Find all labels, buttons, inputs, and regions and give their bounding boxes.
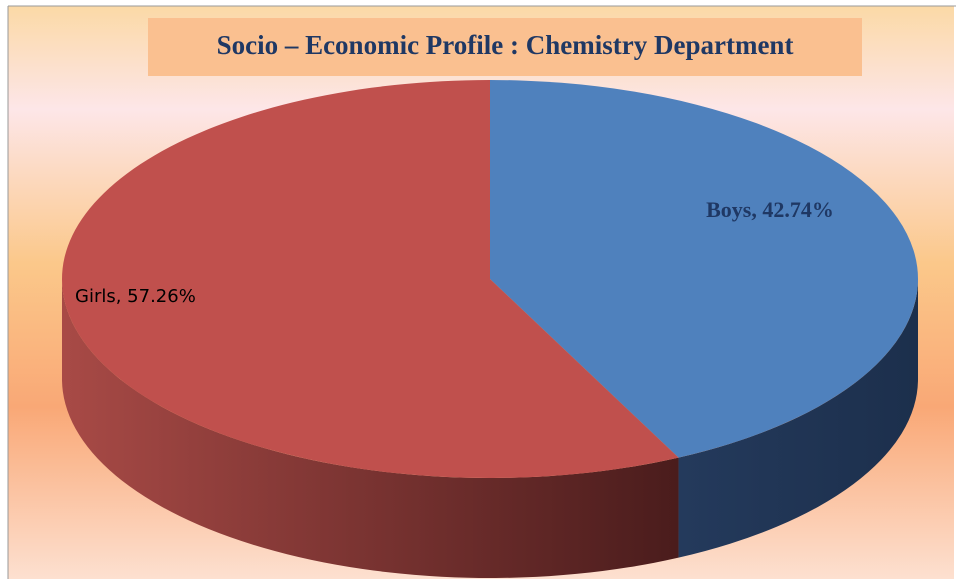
- pie-side: [62, 279, 679, 578]
- pie-slice: [490, 80, 918, 458]
- title-box: [148, 18, 862, 76]
- pie-slice: [61, 80, 679, 478]
- pie-side: [678, 279, 918, 558]
- data-label: Girls, 57.26%: [75, 286, 196, 307]
- pie: Boys, 42.74% Girls, 57.26%: [61, 80, 918, 578]
- data-label: Boys, 42.74%: [706, 197, 834, 222]
- chart-title: Socio – Economic Profile : Chemistry Dep…: [217, 30, 794, 60]
